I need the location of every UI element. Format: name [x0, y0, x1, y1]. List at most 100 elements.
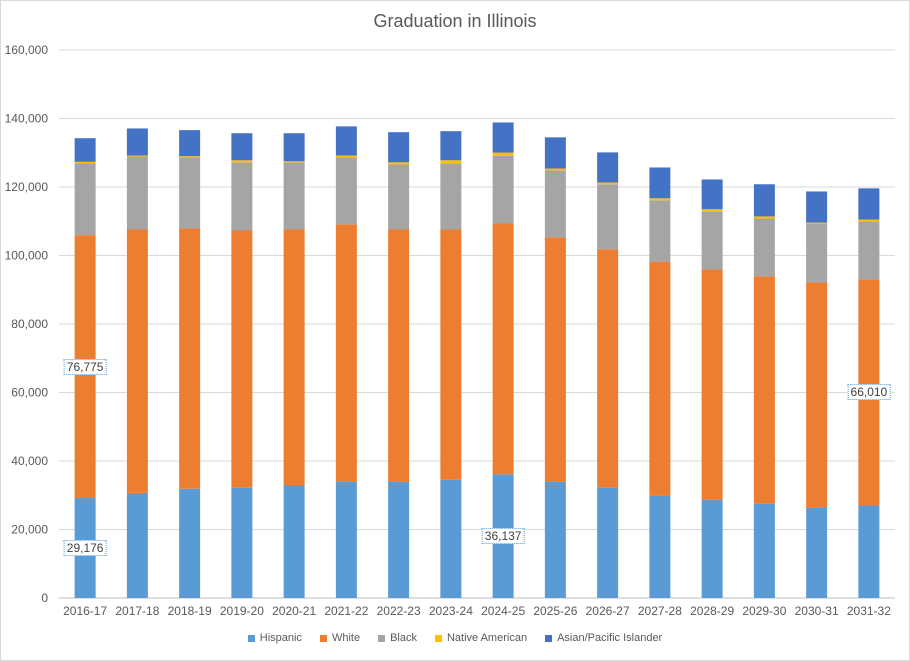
x-tick-label: 2024-25: [481, 604, 525, 618]
x-tick-label: 2016-17: [63, 604, 107, 618]
bar-hispanic-2018-19: [179, 488, 201, 598]
x-tick-label: 2028-29: [690, 604, 734, 618]
legend: Hispanic White Black Native American Asian/P…: [0, 632, 910, 644]
bar-white-2024-25: [492, 223, 514, 475]
bar-black-2021-22: [335, 157, 357, 225]
bar-native-american-2019-20: [231, 160, 253, 163]
bar-native-american-2026-27: [597, 182, 619, 185]
bar-asian-pacific-islander-2029-30: [753, 184, 775, 217]
bar-asian-pacific-islander-2031-32: [858, 188, 880, 220]
legend-swatch: [434, 634, 442, 642]
y-tick-label: 0: [41, 591, 48, 605]
bar-white-2020-21: [283, 229, 305, 485]
bar-black-2025-26: [544, 170, 566, 238]
y-tick-label: 60,000: [11, 386, 48, 400]
bar-hispanic-2031-32: [858, 505, 880, 598]
x-tick-label: 2029-30: [742, 604, 786, 618]
bar-asian-pacific-islander-2016-17: [74, 138, 96, 162]
legend-label: White: [331, 632, 361, 644]
bar-hispanic-2029-30: [753, 503, 775, 598]
x-tick-label: 2026-27: [586, 604, 630, 618]
bar-asian-pacific-islander-2024-25: [492, 122, 514, 153]
bar-white-2021-22: [335, 224, 357, 482]
bar-hispanic-2028-29: [701, 499, 723, 598]
bar-asian-pacific-islander-2028-29: [701, 179, 723, 210]
x-tick-label: 2017-18: [115, 604, 159, 618]
y-tick-label: 80,000: [11, 317, 48, 331]
bar-black-2019-20: [231, 162, 253, 231]
data-label: 66,010: [847, 384, 891, 401]
bar-native-american-2018-19: [179, 156, 201, 158]
bar-black-2017-18: [126, 156, 148, 230]
bar-asian-pacific-islander-2023-24: [440, 131, 462, 161]
legend-item: Black: [378, 632, 417, 644]
bar-native-american-2023-24: [440, 160, 462, 164]
x-tick-label: 2022-23: [377, 604, 421, 618]
bar-native-american-2020-21: [283, 161, 305, 163]
bar-white-2028-29: [701, 269, 723, 500]
legend-item: Native American: [434, 632, 528, 644]
bar-hispanic-2026-27: [597, 487, 619, 598]
bar-black-2030-31: [806, 223, 828, 283]
bar-hispanic-2025-26: [544, 481, 566, 598]
x-tick-label: 2019-20: [220, 604, 264, 618]
bar-native-american-2031-32: [858, 219, 880, 222]
bar-native-american-2027-28: [649, 198, 671, 201]
bar-native-american-2030-31: [806, 222, 828, 224]
data-label: 36,137: [481, 528, 525, 545]
legend-item: Asian/Pacific Islander: [545, 632, 662, 644]
bar-native-american-2021-22: [335, 155, 357, 158]
bar-white-2018-19: [179, 228, 201, 489]
legend-swatch: [378, 634, 386, 642]
bar-native-american-2016-17: [74, 161, 96, 164]
bar-asian-pacific-islander-2018-19: [179, 130, 201, 157]
bar-asian-pacific-islander-2021-22: [335, 126, 357, 156]
bar-hispanic-2019-20: [231, 487, 253, 598]
legend-swatch: [247, 634, 255, 642]
bar-white-2025-26: [544, 237, 566, 482]
legend-item: White: [319, 632, 361, 644]
bar-native-american-2024-25: [492, 152, 514, 156]
bar-hispanic-2020-21: [283, 484, 305, 598]
data-label: 76,775: [63, 358, 107, 375]
bar-asian-pacific-islander-2025-26: [544, 137, 566, 169]
bar-black-2026-27: [597, 184, 619, 250]
y-tick-label: 120,000: [5, 180, 49, 194]
bar-black-2028-29: [701, 211, 723, 270]
bar-hispanic-2030-31: [806, 507, 828, 598]
bar-white-2023-24: [440, 229, 462, 480]
legend-label: Black: [390, 632, 417, 644]
bar-white-2017-18: [126, 229, 148, 493]
bar-asian-pacific-islander-2026-27: [597, 152, 619, 183]
bar-black-2022-23: [388, 164, 410, 230]
x-tick-label: 2023-24: [429, 604, 473, 618]
legend-swatch: [319, 634, 327, 642]
bar-white-2019-20: [231, 230, 253, 488]
bar-black-2027-28: [649, 200, 671, 262]
bar-asian-pacific-islander-2022-23: [388, 132, 410, 163]
bar-native-american-2025-26: [544, 168, 566, 171]
bar-white-2030-31: [806, 282, 828, 508]
x-tick-label: 2025-26: [533, 604, 577, 618]
data-label: 29,176: [63, 540, 107, 557]
x-tick-label: 2031-32: [847, 604, 891, 618]
y-tick-label: 20,000: [11, 523, 48, 537]
bar-asian-pacific-islander-2020-21: [283, 133, 305, 162]
bar-asian-pacific-islander-2019-20: [231, 133, 253, 161]
bar-black-2016-17: [74, 163, 96, 236]
legend-label: Hispanic: [259, 632, 302, 644]
bar-black-2020-21: [283, 162, 305, 230]
legend-swatch: [545, 634, 553, 642]
bar-black-2023-24: [440, 163, 462, 230]
bar-native-american-2029-30: [753, 216, 775, 219]
bar-asian-pacific-islander-2027-28: [649, 167, 671, 199]
legend-label: Asian/Pacific Islander: [557, 632, 663, 644]
bar-native-american-2017-18: [126, 155, 148, 157]
bar-white-2026-27: [597, 249, 619, 488]
y-tick-label: 40,000: [11, 454, 48, 468]
y-tick-label: 100,000: [5, 249, 49, 263]
x-tick-label: 2030-31: [795, 604, 839, 618]
legend-label: Native American: [446, 632, 528, 644]
x-tick-label: 2020-21: [272, 604, 316, 618]
